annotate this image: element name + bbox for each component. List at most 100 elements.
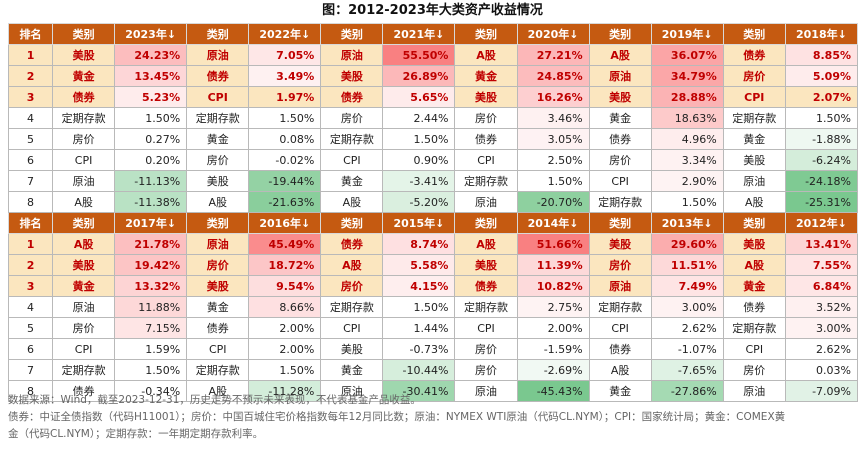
asset-cell: 美股: [186, 275, 250, 297]
return-cell: 9.54%: [248, 275, 322, 297]
return-cell: 13.45%: [114, 65, 188, 87]
header-year: 2014年↓: [516, 212, 590, 234]
return-cell: -3.41%: [382, 170, 456, 192]
return-cell: 4.15%: [382, 275, 456, 297]
return-cell: 7.55%: [784, 254, 859, 276]
asset-cell: 黄金: [52, 275, 116, 297]
table-row: 5 房价 0.27% 黄金 0.08% 定期存款 1.50% 债券 3.05% 债券 4.96% 黄金…: [7, 128, 859, 150]
return-cell: -7.65%: [650, 359, 724, 381]
return-cell: 7.05%: [248, 44, 322, 66]
return-cell: 1.50%: [382, 128, 456, 150]
table-row: 2 美股 19.42% 房价 18.72% A股 5.58% 美股 11.39% 房价 11.51%…: [7, 254, 859, 276]
return-cell: 3.49%: [248, 65, 322, 87]
return-cell: 5.58%: [382, 254, 456, 276]
asset-cell: 美股: [454, 86, 518, 108]
asset-cell: CPI: [52, 149, 116, 171]
rank-cell: 2: [7, 254, 54, 276]
rank-cell: 8: [7, 380, 54, 402]
header-category: 类别: [186, 23, 250, 45]
return-cell: 24.85%: [516, 65, 590, 87]
return-cell: -45.43%: [516, 380, 590, 402]
return-cell: 1.50%: [114, 107, 188, 129]
asset-cell: 美股: [588, 233, 652, 255]
return-cell: -21.63%: [248, 191, 322, 213]
return-cell: 3.00%: [784, 317, 859, 339]
asset-cell: A股: [454, 233, 518, 255]
asset-cell: 定期存款: [320, 128, 384, 150]
return-cell: 1.50%: [516, 170, 590, 192]
return-cell: 2.75%: [516, 296, 590, 318]
asset-cell: 黄金: [186, 128, 250, 150]
asset-cell: CPI: [588, 170, 652, 192]
asset-cell: CPI: [454, 317, 518, 339]
return-cell: 2.00%: [516, 317, 590, 339]
return-cell: 0.08%: [248, 128, 322, 150]
asset-cell: 房价: [320, 107, 384, 129]
rank-cell: 3: [7, 275, 54, 297]
asset-cell: 房价: [52, 317, 116, 339]
return-cell: 3.34%: [650, 149, 724, 171]
header-year: 2013年↓: [650, 212, 724, 234]
header-category: 类别: [722, 212, 786, 234]
asset-cell: 债券: [186, 317, 250, 339]
return-cell: 11.51%: [650, 254, 724, 276]
table-row: 1 美股 24.23% 原油 7.05% 原油 55.50% A股 27.21% A股 36.07%…: [7, 44, 859, 66]
asset-cell: A股: [722, 191, 786, 213]
return-cell: -2.69%: [516, 359, 590, 381]
asset-cell: 定期存款: [186, 359, 250, 381]
return-cell: 3.05%: [516, 128, 590, 150]
asset-cell: 定期存款: [52, 359, 116, 381]
asset-cell: 房价: [320, 275, 384, 297]
return-cell: 34.79%: [650, 65, 724, 87]
chart-title: 图：2012-2023年大类资产收益情况: [322, 3, 543, 18]
rank-cell: 8: [7, 191, 54, 213]
footnote-definitions: 债券：中证全债指数（代码H11001）；房价：中国百城住宅价格指数每年12月同比…: [8, 411, 786, 423]
return-cell: 18.63%: [650, 107, 724, 129]
asset-cell: 原油: [722, 380, 786, 402]
asset-cell: 房价: [52, 128, 116, 150]
return-cell: -19.44%: [248, 170, 322, 192]
asset-cell: CPI: [52, 338, 116, 360]
return-cell: 6.84%: [784, 275, 859, 297]
return-cell: 1.44%: [382, 317, 456, 339]
return-cell: 1.59%: [114, 338, 188, 360]
return-cell: 2.62%: [650, 317, 724, 339]
asset-cell: CPI: [186, 338, 250, 360]
return-cell: 18.72%: [248, 254, 322, 276]
return-cell: 5.23%: [114, 86, 188, 108]
header-category: 类别: [588, 23, 652, 45]
table-row: 8 债券 -0.34% A股 -11.28% 原油 -30.41% 原油 -45.43% 黄金 -2…: [7, 380, 859, 402]
return-cell: 28.88%: [650, 86, 724, 108]
return-cell: -10.44%: [382, 359, 456, 381]
asset-cell: 房价: [186, 254, 250, 276]
asset-cell: 定期存款: [722, 317, 786, 339]
asset-cell: 定期存款: [186, 107, 250, 129]
return-cell: -5.20%: [382, 191, 456, 213]
asset-cell: 美股: [722, 149, 786, 171]
return-cell: 13.41%: [784, 233, 859, 255]
asset-cell: CPI: [722, 338, 786, 360]
table-row: 7 定期存款 1.50% 定期存款 1.50% 黄金 -10.44% 房价 -2.69% A股 -7…: [7, 359, 859, 381]
return-cell: -1.59%: [516, 338, 590, 360]
asset-cell: 定期存款: [320, 296, 384, 318]
return-cell: -20.70%: [516, 191, 590, 213]
asset-cell: 债券: [454, 128, 518, 150]
return-cell: 2.00%: [248, 317, 322, 339]
return-cell: 2.07%: [784, 86, 859, 108]
asset-cell: 债券: [52, 86, 116, 108]
asset-cell: 美股: [52, 254, 116, 276]
asset-cell: 黄金: [52, 65, 116, 87]
footnote-source: 数据来源：Wind，截至2023-12-31，历史走势不预示未来表现，不代表基金…: [8, 394, 421, 406]
header-category: 类别: [588, 212, 652, 234]
asset-cell: 债券: [722, 44, 786, 66]
return-cell: 11.88%: [114, 296, 188, 318]
asset-cell: 黄金: [320, 359, 384, 381]
asset-cell: 原油: [588, 65, 652, 87]
header-category: 类别: [186, 212, 250, 234]
header-category: 类别: [454, 23, 518, 45]
return-cell: 0.27%: [114, 128, 188, 150]
table-row: 5 房价 7.15% 债券 2.00% CPI 1.44% CPI 2.00% CPI 2.62% 定…: [7, 317, 859, 339]
return-cell: 2.00%: [248, 338, 322, 360]
asset-cell: CPI: [588, 317, 652, 339]
asset-cell: 美股: [722, 233, 786, 255]
